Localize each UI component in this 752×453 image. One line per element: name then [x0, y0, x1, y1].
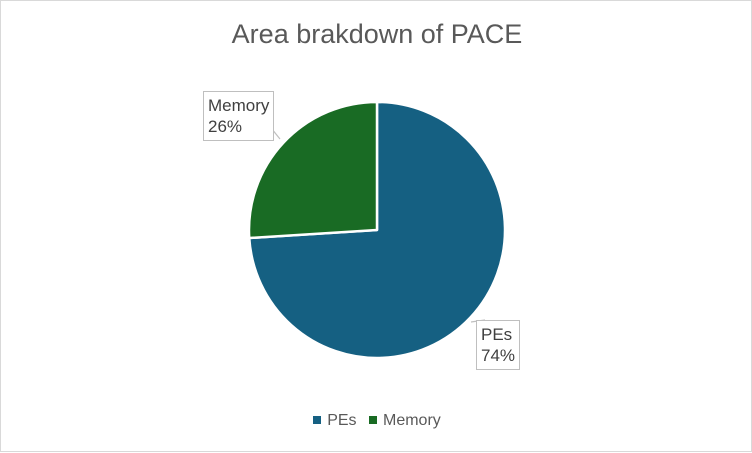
data-label-memory-value: 26% [208, 117, 243, 136]
data-label-memory: Memory 26% [203, 91, 275, 141]
legend-label-memory: Memory [383, 412, 441, 429]
data-label-memory-name: Memory [208, 96, 270, 115]
legend: PEs Memory [1, 412, 752, 430]
legend-item-pes: PEs [313, 412, 357, 430]
legend-swatch-pes [313, 416, 322, 424]
chart-title: Area brakdown of PACE [231, 19, 523, 49]
pie-slice-memory [247, 100, 379, 240]
legend-swatch-memory [369, 416, 377, 424]
legend-label-pes: PEs [327, 412, 357, 429]
legend-item-memory: Memory [369, 412, 441, 430]
data-label-pes-value: 74% [481, 346, 516, 365]
data-label-pes-name: PEs [481, 325, 513, 344]
data-label-pes: PEs 74% [476, 320, 521, 370]
